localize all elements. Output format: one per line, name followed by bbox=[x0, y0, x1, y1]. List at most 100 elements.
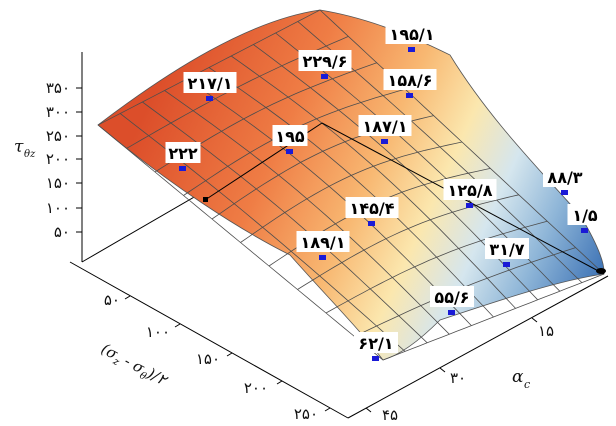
z-tick-label: ۳۰۰ bbox=[46, 103, 70, 121]
data-label-text: ۲۱۷/۱ bbox=[188, 74, 233, 93]
z-axis-label-main: τ bbox=[14, 137, 24, 157]
y-axis-ticks: ۱۵ ۳۰ ۴۵ bbox=[365, 317, 554, 424]
data-label: ۲۲۹/۶ bbox=[298, 50, 352, 79]
data-label-box bbox=[430, 286, 474, 307]
z-axis-label-sub: θz bbox=[24, 149, 36, 160]
axis-corner-mark bbox=[596, 268, 606, 274]
data-label: ۲۲۲ bbox=[165, 142, 201, 171]
data-label: ۱۴۵/۴ bbox=[345, 197, 399, 226]
x-tick-mark bbox=[124, 295, 131, 300]
data-label-box bbox=[183, 72, 237, 93]
surface bbox=[97, 9, 605, 361]
data-label: ۱۹۵ bbox=[272, 125, 308, 154]
data-label: ۸۸/۳ bbox=[543, 166, 587, 195]
data-point-marker bbox=[381, 139, 388, 144]
data-point-marker bbox=[179, 166, 186, 171]
data-label-text: ۱۴۵/۴ bbox=[350, 199, 395, 218]
data-point-marker bbox=[448, 310, 455, 315]
x-tick-mark bbox=[276, 380, 283, 385]
data-label-text: ۵۵/۶ bbox=[434, 288, 469, 307]
data-label-text: ۱۵۸/۶ bbox=[388, 71, 433, 90]
data-point-marker bbox=[319, 255, 326, 260]
data-label-text: ۸۸/۳ bbox=[547, 168, 582, 187]
x-tick-label: ۱۰۰ bbox=[146, 323, 170, 341]
x-tick-label: ۵۰ bbox=[104, 291, 120, 309]
data-label-text: ۲۲۲ bbox=[168, 144, 198, 163]
z-tick-label: ۵۰ bbox=[54, 223, 70, 241]
data-label-box bbox=[485, 238, 529, 259]
data-point-marker bbox=[503, 262, 510, 267]
x-tick-mark bbox=[324, 407, 331, 412]
y-axis-label-main: α bbox=[512, 367, 524, 387]
data-label-box bbox=[383, 69, 437, 90]
z-tick-label: ۲۵۰ bbox=[46, 127, 70, 145]
x-tick-label: ۱۵۰ bbox=[196, 350, 220, 368]
x-axis-label-sub: z bbox=[110, 356, 121, 369]
data-point-marker bbox=[321, 74, 328, 79]
z-axis-ticks: ۵۰ ۱۰۰ ۱۵۰ ۲۰۰ ۲۵۰ ۳۰۰ ۳۵۰ bbox=[46, 79, 82, 241]
x-axis-label-part: )/۲ bbox=[143, 364, 171, 390]
data-point-marker bbox=[561, 190, 568, 195]
data-label: ۶۲/۱ bbox=[354, 332, 398, 361]
data-label-text: ۱۹۵ bbox=[275, 127, 305, 146]
x-tick-label: ۲۰۰ bbox=[244, 379, 268, 397]
data-label-box bbox=[272, 125, 308, 146]
data-label-text: ۱۹۵/۱ bbox=[390, 25, 435, 44]
x-tick-mark bbox=[174, 323, 181, 328]
mesh-line-v bbox=[240, 141, 463, 243]
z-tick-label: ۳۵۰ bbox=[46, 79, 70, 97]
data-label: ۲۱۷/۱ bbox=[183, 72, 237, 101]
data-label-text: ۲۲۹/۶ bbox=[303, 52, 348, 71]
y-tick-mark bbox=[531, 317, 538, 323]
data-labels: ۱۹۵/۱ ۲۲۹/۶ ۲۱۷/۱ ۱۵۸/۶ ۱۸۷/۱ ۱۹۵ ۲۲۲ ۸۸/۳ ۱۲۵/۸… bbox=[165, 23, 603, 361]
y-tick-label: ۱۵ bbox=[538, 322, 554, 340]
data-point-marker bbox=[408, 47, 415, 52]
y-axis-line bbox=[347, 275, 609, 419]
data-label-box bbox=[567, 204, 603, 225]
data-label-box bbox=[543, 166, 587, 187]
data-label: ۱/۵ bbox=[567, 204, 603, 233]
y-tick-mark bbox=[365, 407, 372, 413]
data-label: ۱۹۵/۱ bbox=[385, 23, 439, 52]
mesh-line-v bbox=[97, 9, 321, 126]
z-tick-label: ۲۰۰ bbox=[46, 150, 70, 168]
data-label: ۵۵/۶ bbox=[430, 286, 474, 315]
axis-corner-mark bbox=[203, 197, 208, 202]
x-tick-mark bbox=[226, 352, 233, 357]
data-label-text: ۱۸۷/۱ bbox=[363, 117, 408, 136]
data-point-marker bbox=[206, 96, 213, 101]
data-label: ۱۲۵/۸ bbox=[443, 179, 497, 208]
mesh-line-v bbox=[297, 194, 519, 290]
data-label-text: ۱/۵ bbox=[572, 206, 598, 225]
data-label-text: ۱۸۹/۱ bbox=[301, 233, 346, 252]
data-label-box bbox=[296, 231, 350, 252]
data-point-marker bbox=[581, 228, 588, 233]
y-tick-label: ۳۰ bbox=[450, 369, 466, 387]
z-tick-label: ۱۰۰ bbox=[46, 199, 70, 217]
mesh-line-v bbox=[382, 273, 605, 361]
x-tick-label: ۲۵۰ bbox=[294, 405, 318, 423]
data-label-text: ۳۱/۷ bbox=[489, 240, 524, 259]
x-axis-label-sub: θ bbox=[138, 370, 148, 383]
y-tick-label: ۴۵ bbox=[382, 406, 398, 424]
x-axis-line bbox=[69, 261, 349, 419]
data-point-marker bbox=[406, 93, 413, 98]
data-point-marker bbox=[372, 356, 379, 361]
data-label-box bbox=[358, 115, 412, 136]
svg-text:(σz - σθ)/۲: (σz - σθ)/۲ bbox=[97, 340, 171, 393]
data-label: ۱۸۷/۱ bbox=[358, 115, 412, 144]
data-label-box bbox=[443, 179, 497, 200]
data-point-marker bbox=[466, 203, 473, 208]
z-axis-label: τ θz bbox=[14, 137, 36, 160]
data-point-marker bbox=[368, 221, 375, 226]
data-label: ۱۸۹/۱ bbox=[296, 231, 350, 260]
x-axis-ticks: ۵۰ ۱۰۰ ۱۵۰ ۲۰۰ ۲۵۰ bbox=[104, 291, 331, 423]
data-label-box bbox=[165, 142, 201, 163]
x-axis-label: (σz - σθ)/۲ bbox=[97, 340, 171, 393]
data-label-box bbox=[354, 332, 398, 353]
data-label-text: ۱۲۵/۸ bbox=[448, 181, 493, 200]
data-label-box bbox=[385, 23, 439, 44]
data-point-marker bbox=[286, 149, 293, 154]
data-label-box bbox=[345, 197, 399, 218]
